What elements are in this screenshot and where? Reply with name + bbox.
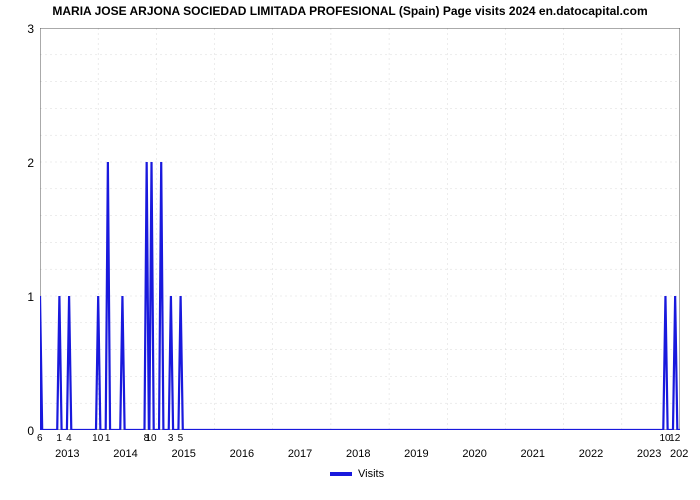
x-year-label: 2015	[171, 448, 195, 460]
y-tick-label: 2	[27, 156, 34, 170]
x-year-label: 2017	[288, 448, 312, 460]
x-spike-label: 4	[66, 433, 72, 444]
x-spike-label: 10	[146, 433, 157, 444]
legend-label: Visits	[358, 468, 384, 480]
x-year-label: 2022	[579, 448, 603, 460]
x-year-label: 2014	[113, 448, 137, 460]
x-year-label: 2021	[521, 448, 545, 460]
x-spike-label: 1	[56, 433, 62, 444]
x-year-label: 2018	[346, 448, 370, 460]
x-year-label: 2019	[404, 448, 428, 460]
x-spike-label: 6	[37, 433, 43, 444]
x-year-label: 2016	[230, 448, 254, 460]
x-spike-label: 3	[168, 433, 174, 444]
chart-title: MARIA JOSE ARJONA SOCIEDAD LIMITADA PROF…	[0, 4, 700, 18]
x-year-label: 2020	[462, 448, 486, 460]
plot-svg	[40, 28, 680, 430]
x-spike-label: 10	[92, 433, 103, 444]
y-tick-label: 1	[27, 290, 34, 304]
y-tick-label: 0	[27, 424, 34, 438]
x-year-label-overflow: 202	[670, 448, 688, 460]
y-tick-label: 3	[27, 22, 34, 36]
legend-swatch	[330, 472, 352, 476]
legend: Visits	[330, 468, 384, 480]
x-spike-label: 12	[669, 433, 680, 444]
x-spike-label: 1	[105, 433, 111, 444]
x-year-label: 2013	[55, 448, 79, 460]
x-year-label: 2023	[637, 448, 661, 460]
x-spike-label: 5	[178, 433, 184, 444]
plot-area	[40, 28, 680, 430]
